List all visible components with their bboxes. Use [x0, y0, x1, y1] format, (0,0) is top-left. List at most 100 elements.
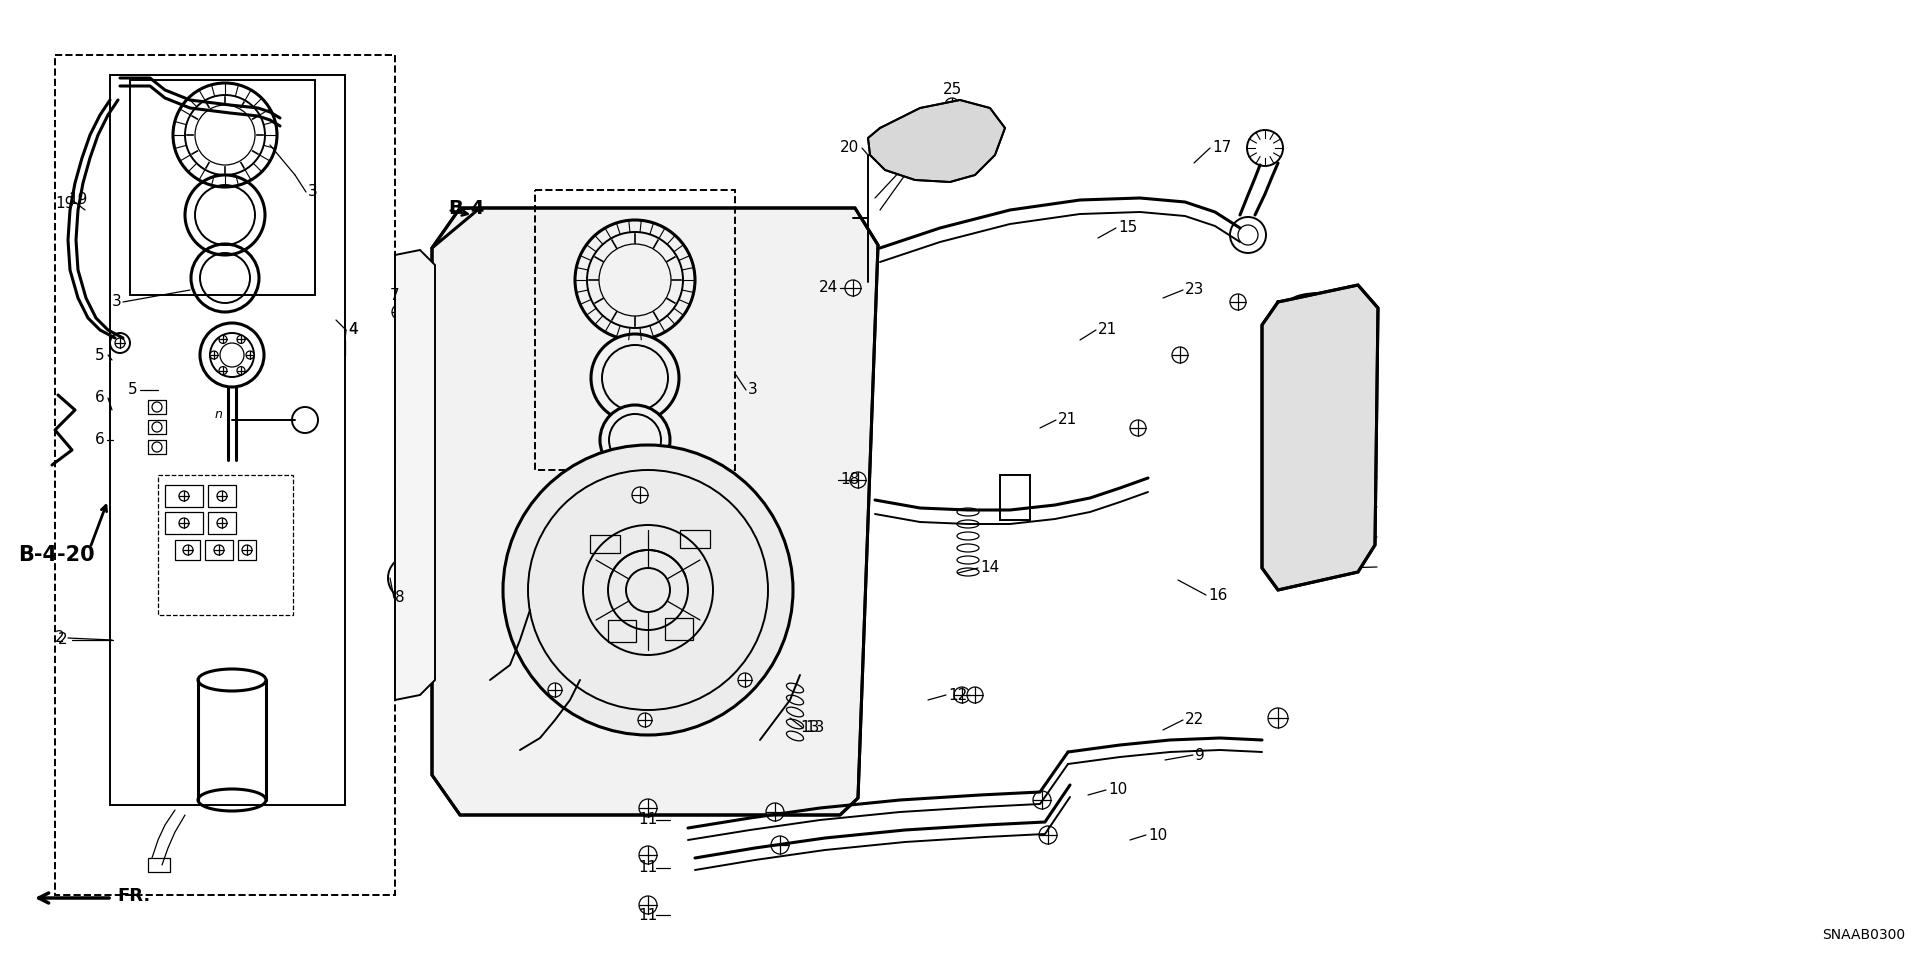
Bar	[238, 540, 255, 560]
Circle shape	[954, 687, 970, 703]
Text: 1: 1	[912, 160, 922, 175]
Text: 6: 6	[94, 433, 106, 448]
Circle shape	[1171, 347, 1188, 363]
Text: SNAAB0300: SNAAB0300	[1822, 928, 1905, 942]
Bar	[165, 485, 204, 507]
Circle shape	[851, 472, 866, 488]
Bar	[131, 80, 315, 295]
Polygon shape	[868, 100, 1004, 182]
Circle shape	[115, 338, 125, 348]
Circle shape	[547, 683, 563, 697]
Text: 2: 2	[56, 630, 65, 645]
Circle shape	[772, 836, 789, 854]
Text: 6: 6	[94, 390, 106, 406]
Circle shape	[209, 351, 219, 359]
Bar	[609, 620, 636, 642]
Text: 3: 3	[749, 383, 758, 397]
Bar	[148, 440, 165, 454]
Text: 15: 15	[1117, 221, 1137, 236]
Bar	[1000, 475, 1029, 520]
Text: 3: 3	[111, 294, 121, 310]
Text: 4: 4	[348, 322, 357, 338]
Circle shape	[182, 545, 194, 555]
Bar	[680, 530, 710, 548]
Text: 20: 20	[841, 141, 860, 155]
Circle shape	[639, 846, 657, 864]
Circle shape	[1039, 826, 1058, 844]
Text: 12: 12	[948, 688, 968, 703]
Circle shape	[737, 673, 753, 687]
Circle shape	[591, 334, 680, 422]
Text: B-4-20: B-4-20	[17, 545, 94, 565]
Circle shape	[219, 366, 227, 375]
Text: 19: 19	[56, 196, 75, 210]
Bar	[165, 512, 204, 534]
Circle shape	[392, 304, 407, 320]
Text: n: n	[215, 409, 223, 422]
Polygon shape	[1261, 285, 1379, 590]
Circle shape	[1131, 420, 1146, 436]
Bar	[56, 55, 396, 895]
Bar	[148, 400, 165, 414]
Text: 7: 7	[390, 288, 399, 302]
Circle shape	[217, 518, 227, 528]
Bar	[664, 618, 693, 640]
Text: 5: 5	[129, 383, 138, 397]
Circle shape	[1231, 294, 1246, 310]
Text: 1: 1	[904, 160, 914, 175]
Circle shape	[1267, 708, 1288, 728]
Text: 4: 4	[348, 322, 357, 338]
Bar	[207, 512, 236, 534]
Circle shape	[217, 491, 227, 501]
Bar	[207, 485, 236, 507]
Circle shape	[845, 280, 860, 296]
Bar	[148, 858, 171, 872]
Circle shape	[766, 803, 783, 821]
Text: 10: 10	[1108, 783, 1127, 798]
Circle shape	[236, 366, 246, 375]
Circle shape	[639, 799, 657, 817]
Circle shape	[574, 220, 695, 340]
Text: B-4: B-4	[447, 199, 484, 218]
Circle shape	[179, 518, 188, 528]
Circle shape	[632, 487, 649, 503]
Circle shape	[242, 545, 252, 555]
Bar	[148, 420, 165, 434]
Text: 2: 2	[58, 633, 67, 647]
Bar	[205, 540, 232, 560]
Bar	[157, 475, 294, 615]
Circle shape	[599, 405, 670, 475]
Text: FR.: FR.	[117, 887, 150, 905]
Text: 11: 11	[637, 907, 657, 923]
Text: 17: 17	[1212, 141, 1231, 155]
Circle shape	[246, 351, 253, 359]
Text: 8: 8	[396, 591, 405, 605]
Text: 3: 3	[307, 184, 317, 199]
Text: 19: 19	[67, 193, 88, 207]
Text: 13: 13	[801, 720, 820, 736]
Polygon shape	[396, 250, 436, 700]
Text: 16: 16	[1208, 588, 1227, 602]
Bar	[536, 190, 735, 470]
Text: 21: 21	[1058, 412, 1077, 428]
Text: 9: 9	[1194, 747, 1204, 762]
Bar	[109, 75, 346, 805]
Circle shape	[236, 336, 246, 343]
Text: 24: 24	[818, 280, 837, 295]
Circle shape	[637, 713, 653, 727]
Text: 5: 5	[94, 347, 104, 363]
Circle shape	[968, 687, 983, 703]
Text: 11: 11	[637, 860, 657, 876]
Text: 25: 25	[943, 82, 962, 98]
Text: 14: 14	[979, 560, 998, 575]
Bar	[589, 535, 620, 553]
Text: 11: 11	[637, 812, 657, 828]
Polygon shape	[432, 208, 877, 815]
Text: 10: 10	[1148, 828, 1167, 843]
Circle shape	[639, 896, 657, 914]
Circle shape	[213, 545, 225, 555]
Text: 22: 22	[1185, 713, 1204, 728]
Circle shape	[503, 445, 793, 735]
Circle shape	[1033, 791, 1050, 809]
Circle shape	[179, 491, 188, 501]
